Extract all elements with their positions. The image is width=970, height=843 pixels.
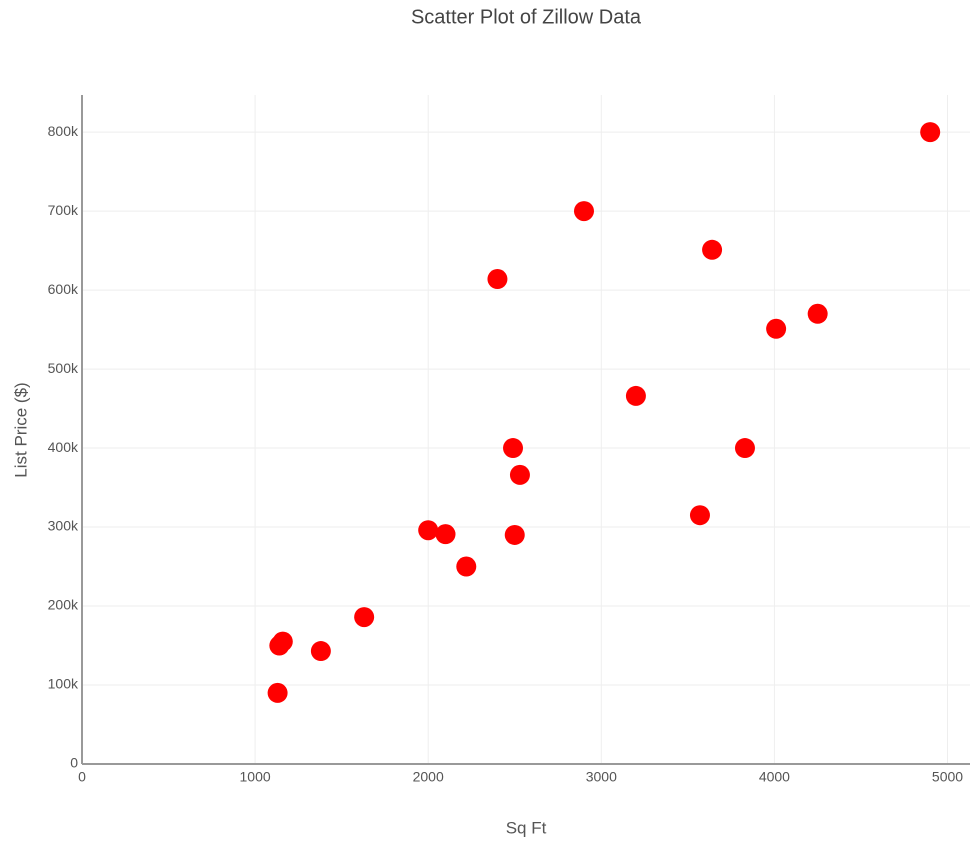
point (418, 520, 439, 541)
x-tick-label: 3000 (586, 769, 617, 785)
point (766, 318, 787, 339)
y-tick-label: 300k (48, 518, 79, 534)
y-axis-label: List Price ($) (11, 382, 30, 477)
x-tick-label: 5000 (932, 769, 963, 785)
y-tick-label: 600k (48, 281, 79, 297)
point (272, 631, 293, 652)
x-tick-label: 4000 (759, 769, 790, 785)
point (456, 556, 477, 577)
point (267, 682, 288, 703)
x-tick-label: 1000 (240, 769, 271, 785)
x-tick-label: 0 (78, 769, 86, 785)
y-tick-label: 100k (48, 676, 79, 692)
point (354, 607, 375, 628)
point (509, 464, 530, 485)
y-tick-label: 400k (48, 439, 79, 455)
point (487, 269, 508, 290)
y-tick-label: 0 (70, 755, 78, 771)
point (920, 122, 941, 143)
point (435, 524, 456, 545)
x-tick-label: 2000 (413, 769, 444, 785)
y-tick-label: 700k (48, 202, 79, 218)
point (503, 438, 524, 459)
point (504, 524, 525, 545)
chart-title: Scatter Plot of Zillow Data (411, 6, 642, 28)
point (702, 239, 723, 260)
point (807, 303, 828, 324)
y-tick-label: 200k (48, 597, 79, 613)
x-axis-label: Sq Ft (506, 818, 547, 837)
point (625, 385, 646, 406)
point (573, 201, 594, 222)
y-tick-label: 800k (48, 123, 79, 139)
point (689, 505, 710, 526)
point (734, 438, 755, 459)
y-tick-label: 500k (48, 360, 79, 376)
point (310, 641, 331, 662)
